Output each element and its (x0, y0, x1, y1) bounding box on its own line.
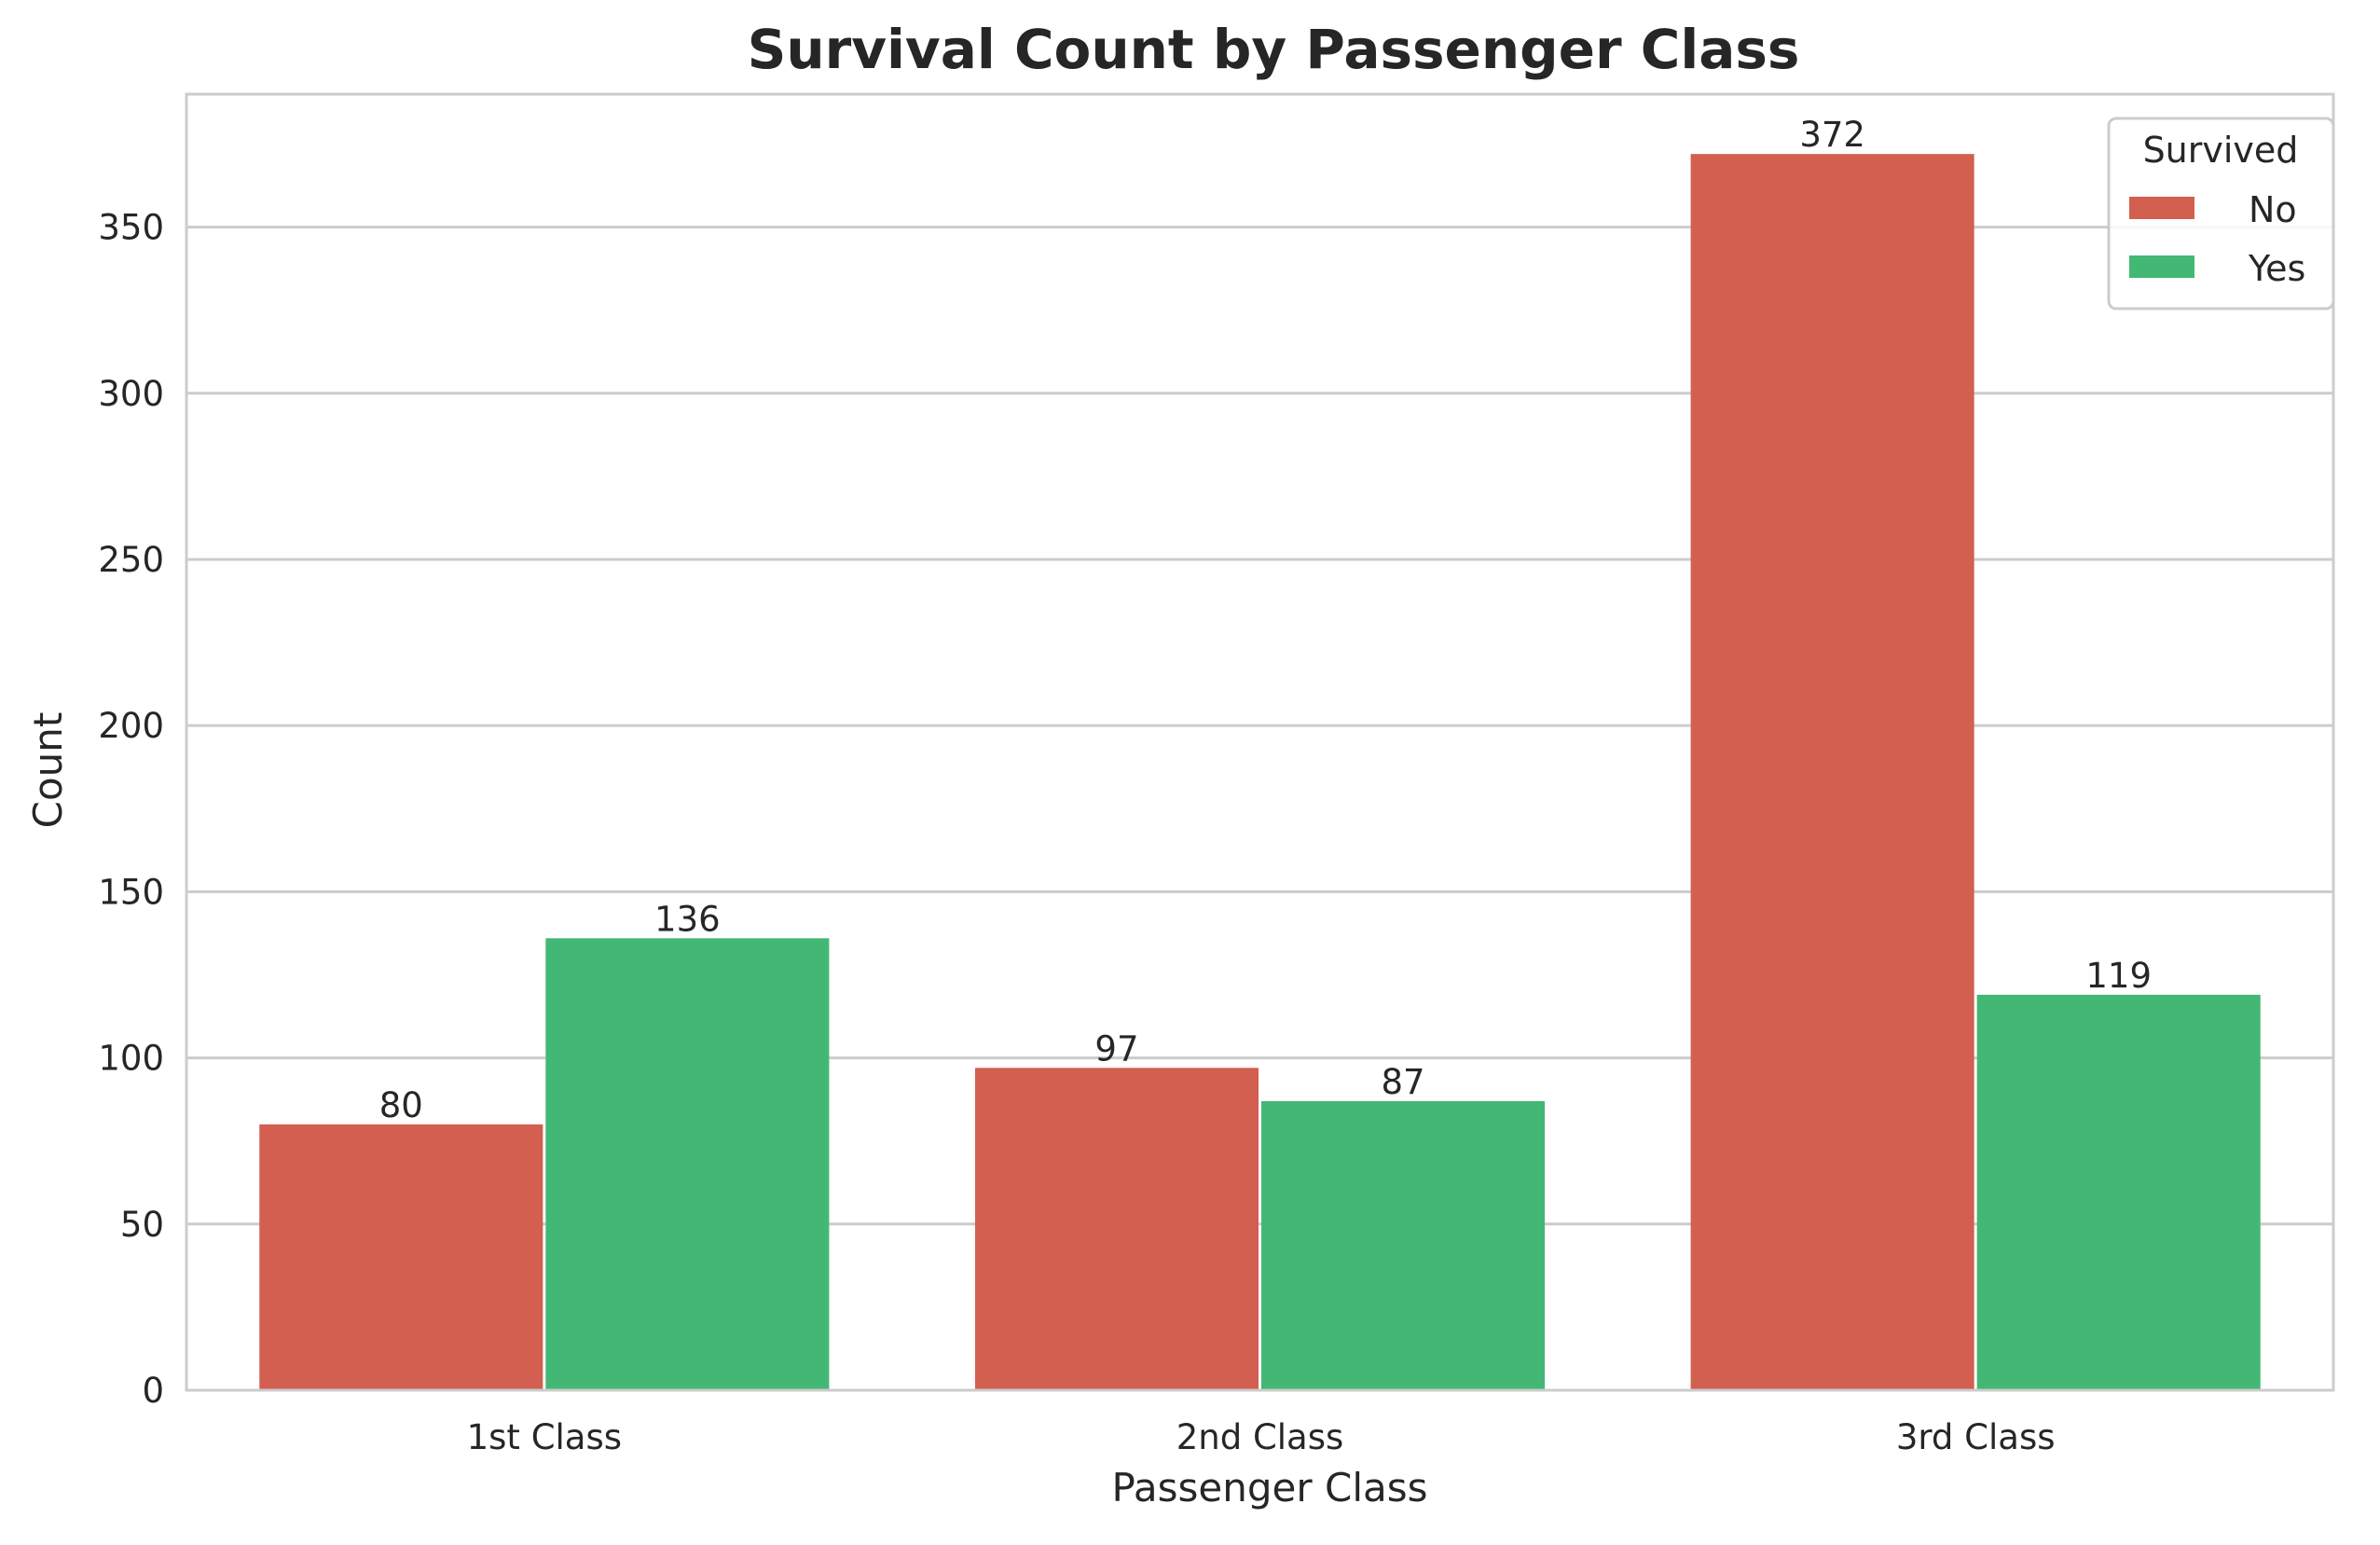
bar-no[interactable] (1690, 154, 1974, 1391)
x-tick-labels: 1st Class 2nd Class 3rd Class (467, 1417, 2056, 1457)
data-label: 119 (2085, 956, 2152, 996)
y-tick-labels: 0 50 100 150 200 250 300 350 (98, 208, 164, 1411)
y-tick-label: 250 (98, 540, 164, 580)
y-tick-label: 300 (98, 374, 164, 414)
y-tick-label: 100 (98, 1039, 164, 1079)
y-tick-label: 200 (98, 706, 164, 746)
x-tick-label: 3rd Class (1896, 1417, 2056, 1457)
bar-yes[interactable] (1976, 994, 2261, 1390)
data-label: 80 (379, 1085, 423, 1125)
y-axis-label: Count (25, 712, 71, 829)
plot-frame (185, 92, 2335, 1392)
legend-swatch-yes (2129, 255, 2194, 278)
bars (259, 154, 2261, 1391)
legend-label-yes: Yes (2248, 248, 2305, 289)
legend-title: Survived (2143, 130, 2299, 171)
data-label: 136 (654, 899, 721, 939)
y-tick-label: 0 (142, 1371, 164, 1411)
legend[interactable]: Survived No Yes (2107, 117, 2335, 310)
x-tick-label: 1st Class (467, 1417, 622, 1457)
x-tick-label: 2nd Class (1176, 1417, 1344, 1457)
bar-no[interactable] (974, 1068, 1259, 1390)
bar-no[interactable] (259, 1124, 543, 1390)
legend-swatch-no (2129, 197, 2194, 219)
y-tick-label: 350 (98, 208, 164, 248)
data-labels: 80 136 97 87 372 119 (379, 115, 2152, 1125)
bar-yes[interactable] (545, 938, 830, 1390)
grid-lines (186, 226, 2333, 1392)
y-tick-label: 150 (98, 872, 164, 912)
data-label: 87 (1381, 1062, 1424, 1102)
bar-yes[interactable] (1261, 1100, 1546, 1390)
legend-label-no: No (2249, 189, 2297, 230)
y-tick-label: 50 (120, 1205, 164, 1245)
x-axis-label: Passenger Class (1111, 1465, 1427, 1511)
data-label: 372 (1799, 115, 1865, 155)
data-label: 97 (1094, 1028, 1138, 1069)
chart-title: Survival Count by Passenger Class (748, 18, 1800, 81)
